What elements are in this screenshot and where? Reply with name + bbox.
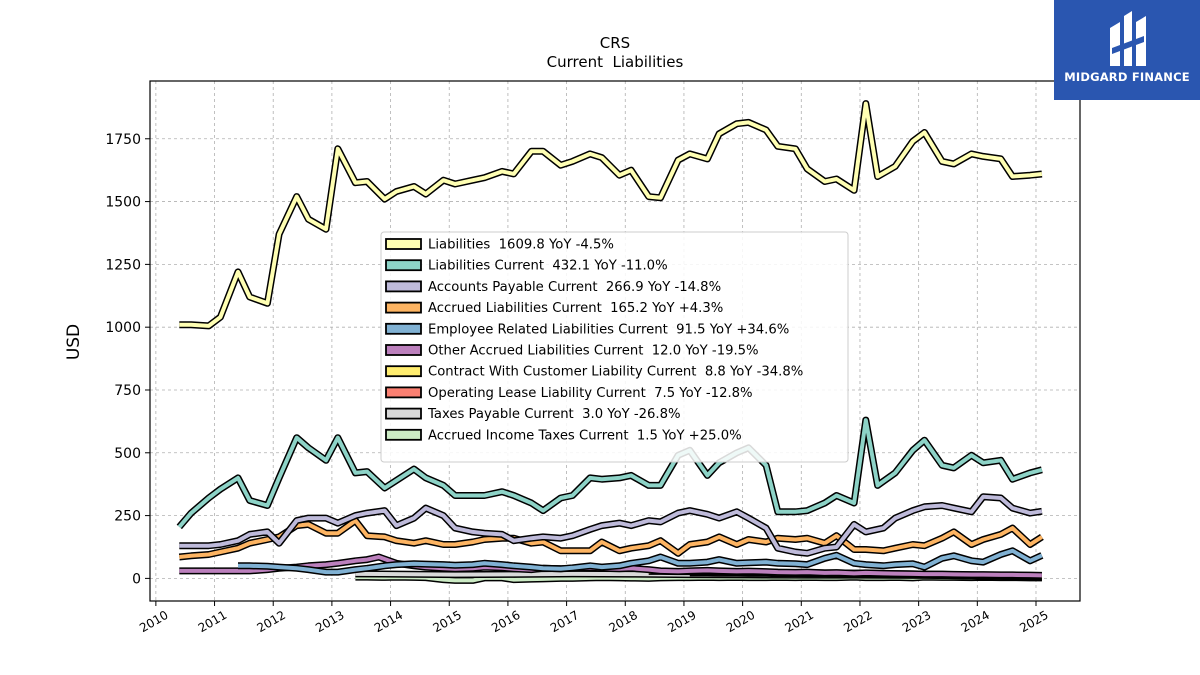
legend-box <box>380 231 849 463</box>
x-tick-label: 2011 <box>196 608 229 635</box>
x-tick-label: 2015 <box>431 608 464 635</box>
series-line <box>179 494 1043 556</box>
brand-logo: MIDGARD FINANCE <box>1054 0 1200 100</box>
legend-item: Liabilities Current 432.1 YoY -11.0% <box>385 259 668 274</box>
legend-swatch <box>385 365 422 378</box>
legend-item: Other Accrued Liabilities Current 12.0 Y… <box>385 344 759 359</box>
legend-swatch <box>385 301 422 314</box>
x-tick-label: 2014 <box>372 608 405 635</box>
legend-item: Operating Lease Liability Current 7.5 Yo… <box>385 386 753 401</box>
series-liabilities <box>179 100 1043 330</box>
y-tick-label: 1750 <box>105 132 141 148</box>
y-tick-label: 250 <box>114 509 141 525</box>
x-tick-label: 2023 <box>900 608 933 635</box>
brand-name: MIDGARD FINANCE <box>1064 70 1190 84</box>
legend-item: Employee Related Liabilities Current 91.… <box>385 322 789 337</box>
legend-swatch <box>385 407 422 420</box>
series-line <box>177 418 1043 529</box>
x-tick-label: 2017 <box>548 608 581 635</box>
legend-label: Accrued Liabilities Current 165.2 YoY +4… <box>428 301 723 316</box>
x-tick-label: 2022 <box>841 608 874 635</box>
x-tick-label: 2020 <box>724 608 757 635</box>
y-tick-label: 1500 <box>105 195 141 211</box>
legend-label: Liabilities Current 432.1 YoY -11.0% <box>428 259 668 274</box>
y-tick-label: 1000 <box>105 320 141 336</box>
y-tick-label: 1250 <box>105 257 141 273</box>
legend-item: Liabilities 1609.8 YoY -4.5% <box>385 238 614 253</box>
x-tick-label: 2019 <box>665 608 698 635</box>
y-tick-label: 0 <box>132 571 141 587</box>
x-tick-label: 2021 <box>783 608 816 635</box>
series-line <box>179 101 1043 328</box>
x-tick-label: 2025 <box>1017 608 1050 635</box>
x-tick-label: 2013 <box>313 608 346 635</box>
y-tick-label: 750 <box>114 383 141 399</box>
series-accounts-payable-current <box>179 493 1043 557</box>
legend: Liabilities 1609.8 YoY -4.5% Liabilities … <box>380 231 849 463</box>
legend-item: Accrued Liabilities Current 165.2 YoY +4… <box>385 301 723 316</box>
legend-item: Taxes Payable Current 3.0 YoY -26.8% <box>385 407 681 422</box>
x-tick-label: 2010 <box>137 608 170 635</box>
legend-label: Taxes Payable Current 3.0 YoY -26.8% <box>427 407 681 422</box>
chart-title: CRS <box>600 34 630 52</box>
legend-item: Accrued Income Taxes Current 1.5 YoY +25… <box>385 428 742 443</box>
plot-frame <box>149 80 1081 602</box>
legend-label: Other Accrued Liabilities Current 12.0 Y… <box>428 344 759 359</box>
series-liabilities-current <box>176 416 1043 530</box>
series-accrued-liabilities-current <box>178 517 1044 561</box>
legend-swatch <box>385 386 422 399</box>
y-axis-label: USD <box>64 324 84 360</box>
y-tick-label: 500 <box>114 446 141 462</box>
chart-subtitle: Current Liabilities <box>547 53 684 71</box>
legend-label: Liabilities 1609.8 YoY -4.5% <box>428 238 614 253</box>
legend-label: Contract With Customer Liability Current… <box>428 365 803 380</box>
x-tick-label: 2012 <box>254 608 287 635</box>
legend-label: Operating Lease Liability Current 7.5 Yo… <box>428 386 753 401</box>
series-group <box>176 100 1044 584</box>
legend-item: Contract With Customer Liability Current… <box>385 365 803 380</box>
legend-swatch <box>385 238 422 250</box>
x-tick-label: 2016 <box>489 608 522 635</box>
series-employee-related-liabilities-current <box>238 547 1044 576</box>
legend-label: Employee Related Liabilities Current 91.… <box>428 322 789 337</box>
series-line <box>179 518 1043 559</box>
legend-swatch <box>385 280 422 293</box>
legend-swatch <box>385 344 422 356</box>
legend-swatch <box>385 259 422 272</box>
x-tick-label: 2024 <box>959 608 992 635</box>
brand-mark-icon <box>1110 11 1146 66</box>
legend-item: Accounts Payable Current 266.9 YoY -14.8… <box>385 280 721 295</box>
x-tick-label: 2018 <box>607 608 640 635</box>
legend-swatch <box>385 428 422 441</box>
legend-label: Accounts Payable Current 266.9 YoY -14.8… <box>428 280 721 295</box>
legend-label: Accrued Income Taxes Current 1.5 YoY +25… <box>428 428 742 443</box>
legend-swatch <box>385 322 422 335</box>
series-line <box>238 548 1043 575</box>
